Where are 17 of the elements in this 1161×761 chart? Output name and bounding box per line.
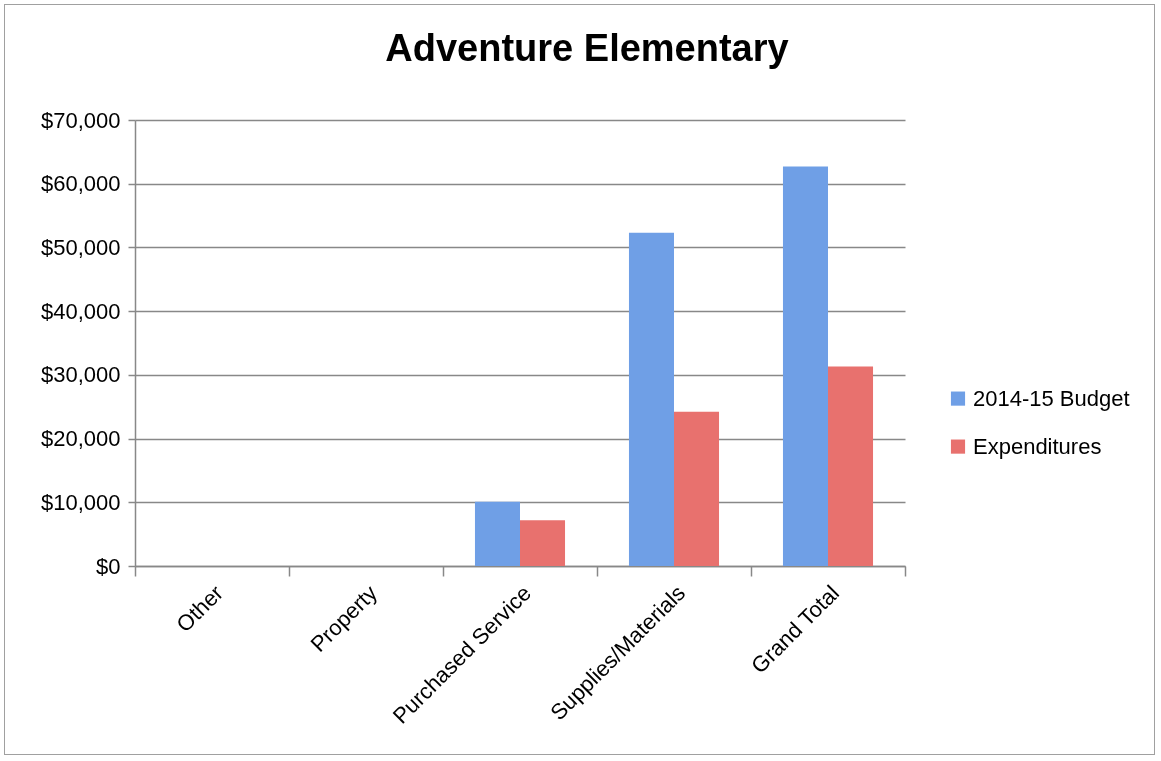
y-tick-label: $50,000 (40, 234, 121, 260)
y-tick-label: $40,000 (40, 298, 121, 324)
y-tick-label: $0 (96, 553, 121, 579)
y-tick-label: $20,000 (40, 426, 121, 452)
bar (674, 411, 720, 566)
bar (782, 166, 828, 566)
bar (474, 501, 520, 566)
chart-title: Adventure Elementary (385, 27, 789, 69)
bar (628, 232, 674, 566)
y-tick-label: $70,000 (40, 107, 121, 133)
y-tick-label: $30,000 (40, 362, 121, 388)
y-tick-label: $10,000 (40, 489, 121, 515)
legend-label: Expenditures (973, 433, 1102, 459)
legend-label: 2014-15 Budget (973, 385, 1130, 411)
y-tick-label: $60,000 (40, 171, 121, 197)
bar (520, 520, 566, 566)
bar (828, 366, 874, 566)
